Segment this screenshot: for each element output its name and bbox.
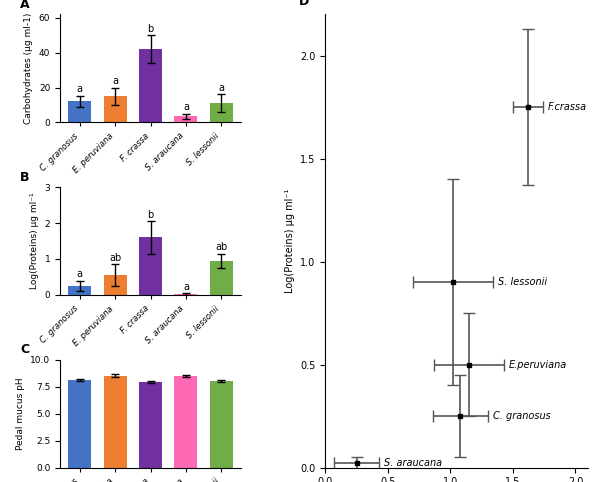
Text: C: C [20, 343, 29, 356]
Bar [104, 96, 127, 122]
Text: a: a [183, 282, 189, 292]
Bar [210, 103, 233, 122]
Text: ab: ab [109, 253, 121, 263]
Bar [139, 238, 162, 295]
Bar [175, 294, 197, 295]
Text: S. lessonii: S. lessonii [498, 277, 547, 287]
Y-axis label: Log(Proteins) μg ml⁻¹: Log(Proteins) μg ml⁻¹ [285, 189, 295, 293]
Bar [175, 376, 197, 468]
Text: a: a [218, 83, 224, 93]
Text: a: a [77, 269, 83, 279]
Text: b: b [148, 210, 154, 220]
Text: a: a [77, 84, 83, 94]
Text: A: A [20, 0, 30, 11]
Bar [68, 286, 91, 295]
Y-axis label: Carbohydrates (μg ml-1): Carbohydrates (μg ml-1) [24, 13, 33, 124]
Text: D: D [299, 0, 310, 8]
Bar [104, 376, 127, 468]
Bar [68, 380, 91, 468]
Text: B: B [20, 171, 29, 184]
Bar [139, 49, 162, 122]
Text: C. granosus: C. granosus [493, 411, 551, 421]
Bar [139, 382, 162, 468]
Text: E.peruviana: E.peruviana [509, 360, 568, 370]
Text: a: a [183, 102, 189, 112]
Y-axis label: Pedal mucus pH: Pedal mucus pH [16, 377, 25, 450]
Text: F.crassa: F.crassa [548, 102, 587, 112]
Text: b: b [148, 24, 154, 34]
Y-axis label: Log(Proteins) μg ml⁻¹: Log(Proteins) μg ml⁻¹ [30, 193, 39, 289]
Text: S. araucana: S. araucana [384, 458, 442, 469]
Bar [104, 275, 127, 295]
Bar [68, 101, 91, 122]
Text: ab: ab [215, 242, 227, 252]
Bar [210, 381, 233, 468]
Text: a: a [112, 76, 118, 86]
Bar [210, 261, 233, 295]
Bar [175, 116, 197, 122]
